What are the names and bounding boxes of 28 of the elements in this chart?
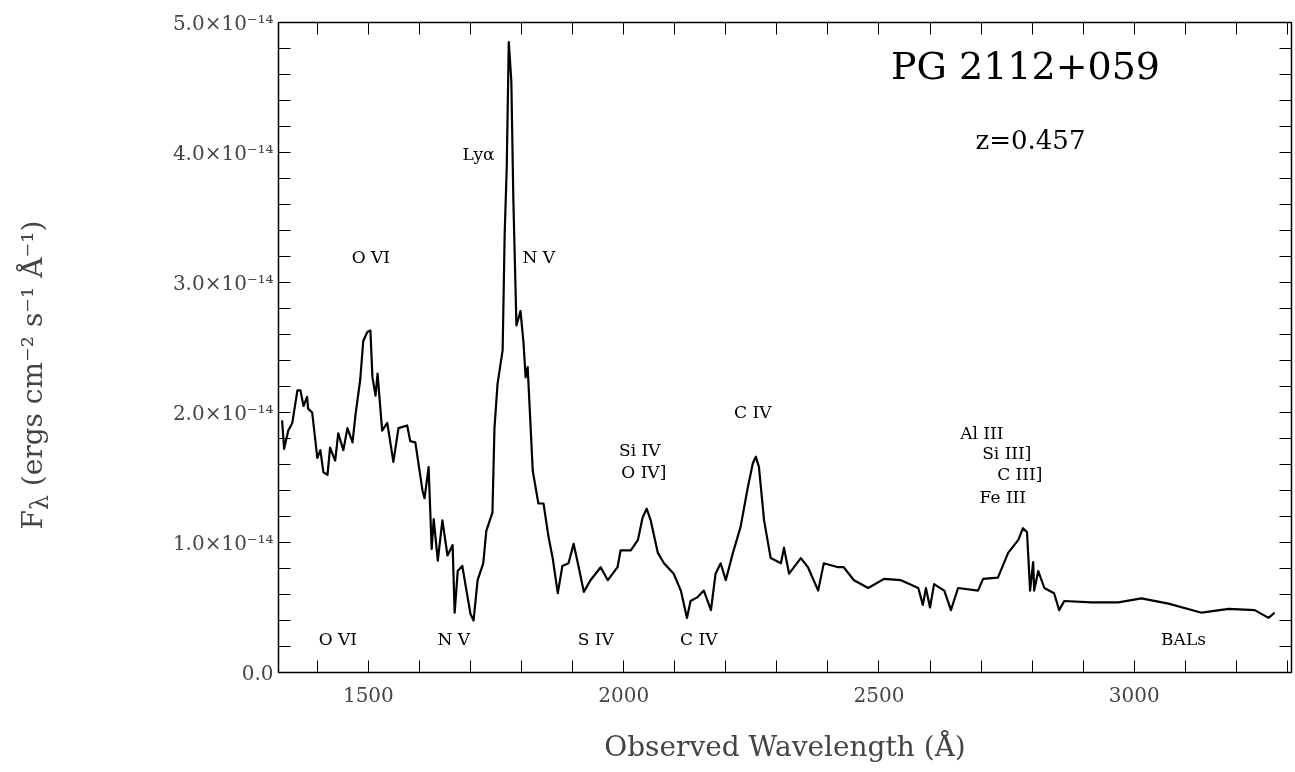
annotation: Fe III <box>979 486 1027 507</box>
annotation: N V <box>522 246 556 267</box>
y-tick-label: 0.0 <box>241 660 274 685</box>
annotation: O IV] <box>621 461 667 482</box>
x-tick-label: 1500 <box>342 682 394 707</box>
annotation: Si IV <box>619 439 662 460</box>
annotation: C III] <box>997 463 1043 484</box>
y-tick-label: 5.0×10⁻¹⁴ <box>172 10 274 35</box>
annotation: C IV <box>680 628 719 649</box>
y-tick-label: 1.0×10⁻¹⁴ <box>172 530 274 555</box>
annotation: BALs <box>1161 628 1206 649</box>
annotation: C IV <box>734 401 773 422</box>
text: z=0.457 <box>975 124 1086 155</box>
x-tick-label: 2500 <box>853 682 905 707</box>
text: PG 2112+059 <box>890 43 1161 88</box>
x-axis-title: Observed Wavelength (Å) <box>604 729 966 763</box>
annotation: O VI <box>351 246 390 267</box>
annotation: Si III] <box>982 442 1032 463</box>
y-tick-label: 3.0×10⁻¹⁴ <box>172 270 274 295</box>
y-tick-label: 4.0×10⁻¹⁴ <box>172 140 274 165</box>
annotation: S IV <box>577 628 615 649</box>
annotation: Lyα <box>462 143 496 164</box>
annotation: N V <box>437 628 471 649</box>
x-tick-label: 3000 <box>1108 682 1160 707</box>
y-tick-label: 2.0×10⁻¹⁴ <box>172 400 274 425</box>
x-tick-label: 2000 <box>598 682 650 707</box>
annotation: O VI <box>318 628 357 649</box>
annotation: Al III <box>959 422 1004 443</box>
